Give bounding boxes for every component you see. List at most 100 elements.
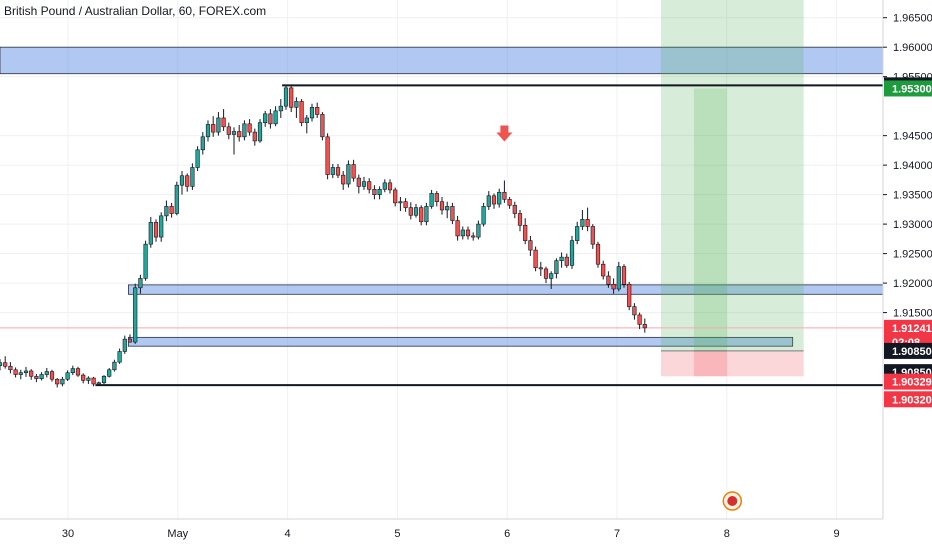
price-tick-label: 1.93500	[893, 190, 932, 202]
candle	[278, 99, 283, 118]
candle	[320, 112, 325, 141]
long-position-wide-stop[interactable]	[660, 350, 804, 377]
candle	[434, 191, 439, 207]
candle	[86, 376, 91, 384]
chart-annotations	[496, 125, 743, 511]
candle	[23, 366, 29, 377]
arrow-down-icon	[496, 125, 513, 142]
candle	[44, 368, 49, 378]
candle	[393, 187, 398, 207]
price-tick-label: 1.94000	[893, 160, 932, 172]
candle	[0, 359, 3, 371]
price-badge: 1.91241	[884, 319, 932, 336]
time-tick-label: 8	[724, 528, 730, 540]
candle	[564, 253, 569, 268]
candle	[528, 235, 533, 256]
candle	[325, 133, 330, 180]
candle	[507, 196, 512, 209]
candle	[127, 334, 133, 343]
resistance-zone[interactable]	[0, 46, 884, 75]
candle	[616, 261, 621, 292]
candle	[585, 207, 590, 232]
candle	[523, 218, 528, 245]
candle	[211, 116, 216, 137]
candle	[185, 173, 190, 192]
candle	[18, 369, 23, 380]
candle	[143, 240, 148, 281]
candle	[289, 86, 294, 113]
svg-text:1.90329: 1.90329	[892, 377, 932, 389]
candle	[133, 283, 138, 344]
chart-positions	[660, 0, 804, 377]
candle	[606, 271, 611, 288]
candle	[491, 193, 497, 209]
candle	[554, 258, 559, 279]
candle	[55, 378, 60, 388]
candle	[148, 217, 153, 248]
candle	[429, 189, 434, 209]
candle	[200, 132, 205, 155]
candle	[252, 128, 257, 146]
candle	[221, 109, 226, 131]
candle	[611, 278, 616, 294]
time-tick-label: May	[167, 528, 188, 540]
long-position-wide-target[interactable]	[660, 0, 804, 351]
candle	[419, 205, 424, 226]
candle	[226, 122, 231, 140]
candle	[39, 372, 44, 381]
candle	[460, 226, 465, 240]
candle	[627, 281, 632, 311]
candle	[247, 119, 252, 136]
time-axis-bg	[0, 519, 883, 550]
candle	[13, 367, 18, 378]
price-tick-label: 1.92000	[893, 278, 932, 290]
candle	[117, 348, 122, 364]
candle	[549, 271, 554, 289]
candle	[455, 215, 460, 241]
candle	[590, 224, 595, 249]
long-position-narrow-target[interactable]	[693, 88, 727, 351]
candle	[315, 102, 320, 118]
price-tick-label: 1.91500	[893, 308, 932, 320]
time-axis[interactable]: 30 May 4 5 6 7 8 9	[0, 518, 883, 550]
candle	[122, 335, 127, 354]
candle	[91, 376, 96, 387]
long-position-narrow-stop[interactable]	[693, 350, 727, 377]
candle	[408, 202, 413, 220]
candle	[164, 200, 169, 222]
price-tick-label: 1.92500	[893, 249, 932, 261]
price-badge: 1.95300	[884, 80, 932, 97]
candle	[497, 188, 502, 208]
candle	[481, 202, 486, 227]
chart-grid	[0, 0, 883, 519]
candle	[34, 373, 39, 383]
candle	[367, 178, 372, 194]
candle	[372, 185, 377, 200]
candle	[543, 266, 549, 284]
price-tick-label: 1.93000	[893, 219, 932, 231]
candle	[580, 209, 585, 231]
candle	[398, 196, 403, 212]
price-axis[interactable]: 1.965001.960001.955001.945001.940001.935…	[882, 0, 932, 550]
candle	[346, 160, 351, 188]
time-tick-label: 30	[62, 528, 74, 540]
candle	[569, 235, 575, 269]
price-badge: 1.90329	[884, 373, 932, 390]
candle	[413, 204, 419, 218]
candle	[486, 191, 491, 210]
candle	[49, 369, 55, 382]
price-badge: 1.90850	[884, 342, 932, 359]
candle	[341, 171, 346, 190]
time-tick-label: 6	[504, 528, 510, 540]
candle	[601, 260, 606, 280]
candle	[153, 219, 159, 242]
candle	[632, 303, 637, 320]
svg-text:1.90850: 1.90850	[892, 346, 932, 358]
candle	[283, 85, 289, 110]
candle	[424, 202, 429, 226]
candle	[361, 176, 367, 190]
candle	[8, 362, 13, 374]
candle	[450, 202, 455, 225]
candle	[575, 221, 580, 245]
